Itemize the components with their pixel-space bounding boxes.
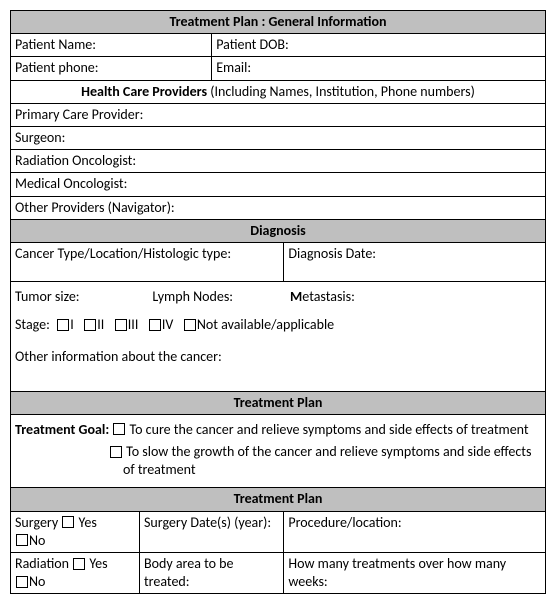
label-stage-iii: III [128, 316, 139, 333]
field-surgery-date[interactable]: Surgery Date(s) (year): [139, 511, 283, 552]
field-patient-phone[interactable]: Patient phone: [11, 57, 212, 80]
treatment-plan-form: Treatment Plan : General Information Pat… [10, 10, 546, 594]
field-other-providers[interactable]: Other Providers (Navigator): [11, 196, 546, 219]
header-plan2: Treatment Plan [11, 488, 546, 511]
providers-prefix: Health Care Providers [81, 83, 210, 100]
providers-header: Health Care Providers (Including Names, … [11, 80, 546, 103]
label-stage-na: Not available/applicable [197, 316, 334, 333]
label-goal2: To slow the growth of the cancer and rel… [123, 443, 531, 478]
header-plan2-text: Treatment Plan [11, 488, 546, 511]
tumor-details-cell: Tumor size: Lymph Nodes: Metastasis: Sta… [11, 282, 546, 392]
checkbox-radiation-yes[interactable] [73, 558, 85, 570]
row-providers-header: Health Care Providers (Including Names, … [11, 80, 546, 103]
stage-line: Stage: I II III IV Not available/applica… [15, 316, 541, 334]
label-radiation: Radiation [15, 555, 72, 572]
label-goal: Treatment Goal: [15, 421, 109, 438]
checkbox-radiation-no[interactable] [16, 576, 28, 588]
label-other-info: Other information about the cancer: [15, 348, 541, 366]
field-patient-dob[interactable]: Patient DOB: [212, 34, 546, 57]
label-metastasis-m: M [290, 288, 302, 305]
field-body-area[interactable]: Body area to be treated: [139, 552, 283, 593]
label-metastasis-rest: etastasis: [302, 288, 355, 305]
field-email[interactable]: Email: [212, 57, 546, 80]
label-surgery-yes: Yes [75, 514, 96, 531]
field-patient-name[interactable]: Patient Name: [11, 34, 212, 57]
checkbox-goal-slow[interactable] [110, 446, 122, 458]
row-tumor-details: Tumor size: Lymph Nodes: Metastasis: Sta… [11, 282, 546, 392]
goal-line-2: To slow the growth of the cancer and rel… [15, 443, 541, 479]
label-goal1: To cure the cancer and relieve symptoms … [126, 421, 528, 438]
label-radiation-yes: Yes [86, 555, 107, 572]
label-radiation-no: No [29, 573, 45, 590]
label-surgery-no: No [29, 532, 45, 549]
field-surgeon[interactable]: Surgeon: [11, 126, 546, 149]
header-plan1-text: Treatment Plan [11, 391, 546, 414]
field-procedure-location[interactable]: Procedure/location: [284, 511, 546, 552]
label-lymph: Lymph Nodes: [152, 288, 233, 305]
checkbox-stage-iii[interactable] [115, 319, 127, 331]
header-diagnosis: Diagnosis [11, 219, 546, 242]
header-general: Treatment Plan : General Information [11, 11, 546, 34]
label-stage-ii: II [97, 316, 104, 333]
tumor-line: Tumor size: Lymph Nodes: Metastasis: [15, 288, 541, 306]
label-surgery: Surgery [15, 514, 61, 531]
goal-cell: Treatment Goal: To cure the cancer and r… [11, 414, 546, 488]
row-patient-name-dob: Patient Name: Patient DOB: [11, 34, 546, 57]
row-radiation: Radiation Yes No Body area to be treated… [11, 552, 546, 593]
field-primary-care[interactable]: Primary Care Provider: [11, 103, 546, 126]
cell-radiation: Radiation Yes No [11, 552, 140, 593]
field-cancer-type[interactable]: Cancer Type/Location/Histologic type: [11, 242, 284, 281]
checkbox-surgery-no[interactable] [16, 534, 28, 546]
header-plan1: Treatment Plan [11, 391, 546, 414]
row-surgery: Surgery Yes No Surgery Date(s) (year): P… [11, 511, 546, 552]
checkbox-stage-ii[interactable] [84, 319, 96, 331]
field-diagnosis-date[interactable]: Diagnosis Date: [284, 242, 546, 281]
row-patient-phone-email: Patient phone: Email: [11, 57, 546, 80]
label-tumor-size: Tumor size: [15, 288, 80, 305]
label-stage-iv: IV [162, 316, 173, 333]
label-stage-i: I [70, 316, 74, 333]
header-diagnosis-text: Diagnosis [11, 219, 546, 242]
providers-suffix: (Including Names, Institution, Phone num… [210, 83, 475, 100]
header-general-text: Treatment Plan : General Information [11, 11, 546, 34]
field-radiation-oncologist[interactable]: Radiation Oncologist: [11, 150, 546, 173]
cell-surgery: Surgery Yes No [11, 511, 140, 552]
row-cancer-type: Cancer Type/Location/Histologic type: Di… [11, 242, 546, 281]
row-treatment-goal: Treatment Goal: To cure the cancer and r… [11, 414, 546, 488]
checkbox-stage-na[interactable] [184, 319, 196, 331]
label-stage: Stage: [15, 316, 50, 333]
field-treatments[interactable]: How many treatments over how many weeks: [284, 552, 546, 593]
field-medical-oncologist[interactable]: Medical Oncologist: [11, 173, 546, 196]
checkbox-stage-i[interactable] [57, 319, 69, 331]
checkbox-surgery-yes[interactable] [62, 516, 74, 528]
checkbox-stage-iv[interactable] [149, 319, 161, 331]
checkbox-goal-cure[interactable] [113, 423, 125, 435]
goal-line-1: Treatment Goal: To cure the cancer and r… [15, 421, 541, 439]
